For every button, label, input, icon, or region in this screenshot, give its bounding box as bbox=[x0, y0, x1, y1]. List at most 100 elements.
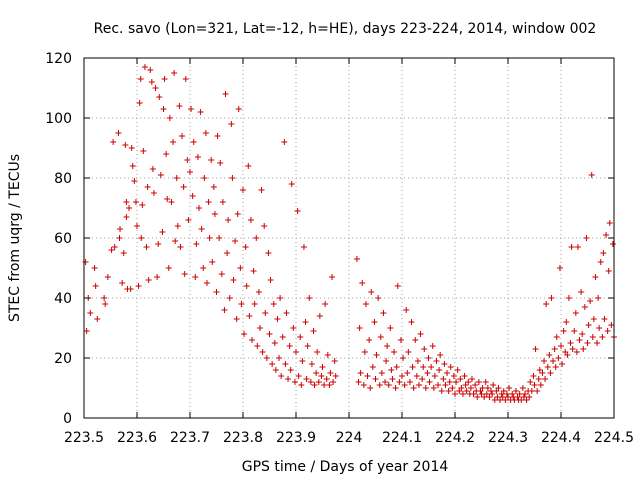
data-point bbox=[403, 307, 410, 313]
data-point bbox=[512, 388, 519, 394]
data-point bbox=[408, 319, 415, 325]
data-point bbox=[242, 244, 249, 250]
data-point bbox=[140, 148, 147, 154]
data-point bbox=[503, 391, 510, 397]
data-point bbox=[430, 385, 437, 391]
data-point bbox=[190, 139, 197, 145]
data-point bbox=[228, 121, 235, 127]
data-point bbox=[234, 211, 241, 217]
data-point bbox=[123, 214, 130, 220]
data-point bbox=[258, 187, 265, 193]
data-point bbox=[300, 244, 307, 250]
data-point bbox=[579, 331, 586, 337]
data-point bbox=[277, 295, 284, 301]
y-tick-label: 20 bbox=[54, 351, 72, 367]
data-point bbox=[237, 265, 244, 271]
data-point bbox=[537, 382, 544, 388]
data-point bbox=[509, 391, 516, 397]
data-point bbox=[256, 325, 263, 331]
data-point bbox=[606, 220, 613, 226]
data-point bbox=[447, 364, 454, 370]
data-point bbox=[475, 379, 482, 385]
data-point bbox=[546, 352, 553, 358]
data-point bbox=[567, 340, 574, 346]
data-point bbox=[189, 193, 196, 199]
data-point bbox=[272, 367, 279, 373]
data-point bbox=[555, 355, 562, 361]
data-point bbox=[452, 391, 458, 397]
data-point bbox=[327, 370, 334, 376]
data-point bbox=[108, 247, 115, 253]
data-point bbox=[241, 331, 248, 337]
data-point bbox=[375, 295, 382, 301]
data-point bbox=[478, 391, 485, 397]
data-point bbox=[219, 199, 226, 205]
data-point bbox=[205, 199, 212, 205]
data-point bbox=[229, 175, 236, 181]
data-point bbox=[446, 379, 453, 385]
data-point bbox=[141, 64, 148, 70]
data-point bbox=[497, 397, 504, 403]
data-point bbox=[414, 358, 421, 364]
data-point bbox=[444, 370, 451, 376]
y-axis-label: STEC from uqrg / TECUs bbox=[7, 154, 23, 322]
x-tick-label: 223.6 bbox=[117, 430, 157, 446]
x-tick-label: 224.1 bbox=[382, 430, 422, 446]
axis-ticks: 223.5 223.6 223.7 223.8 223.9 224 224.1 224.2 22… bbox=[45, 51, 634, 446]
data-point bbox=[111, 244, 118, 250]
data-point bbox=[319, 364, 326, 370]
data-point bbox=[216, 235, 223, 241]
data-point bbox=[122, 142, 129, 148]
data-point bbox=[270, 301, 277, 307]
data-point bbox=[424, 370, 431, 376]
x-tick-label: 224.2 bbox=[435, 430, 475, 446]
data-point bbox=[185, 217, 192, 223]
data-point bbox=[587, 298, 594, 304]
data-point bbox=[530, 373, 537, 379]
x-tick-label: 223.5 bbox=[64, 430, 104, 446]
data-point bbox=[468, 376, 475, 382]
data-point bbox=[148, 79, 155, 85]
data-point bbox=[495, 385, 502, 391]
data-point bbox=[394, 283, 401, 289]
data-point bbox=[578, 289, 585, 295]
data-point bbox=[589, 334, 596, 340]
data-point bbox=[472, 382, 479, 388]
data-point bbox=[316, 313, 323, 319]
data-point bbox=[367, 385, 374, 391]
data-point bbox=[385, 382, 392, 388]
data-point bbox=[383, 358, 390, 364]
data-point bbox=[120, 250, 127, 256]
data-point bbox=[318, 373, 325, 379]
data-point bbox=[287, 367, 294, 373]
data-point bbox=[528, 388, 535, 394]
data-point bbox=[233, 316, 240, 322]
data-point bbox=[266, 331, 273, 337]
data-point bbox=[568, 244, 575, 250]
chart-title: Rec. savo (Lon=321, Lat=-12, h=HE), days… bbox=[94, 21, 597, 37]
data-point bbox=[569, 346, 576, 352]
data-point bbox=[304, 343, 311, 349]
data-point bbox=[243, 283, 250, 289]
y-tick-label: 0 bbox=[63, 411, 72, 427]
data-point bbox=[145, 277, 152, 283]
data-point bbox=[376, 382, 383, 388]
data-point bbox=[267, 277, 274, 283]
data-point bbox=[548, 295, 555, 301]
data-point bbox=[393, 364, 400, 370]
data-point bbox=[180, 184, 187, 190]
data-point bbox=[330, 379, 337, 385]
data-point bbox=[332, 373, 339, 379]
data-point bbox=[458, 385, 465, 391]
data-point bbox=[465, 379, 472, 385]
data-point bbox=[326, 382, 333, 388]
data-point bbox=[235, 106, 242, 112]
data-point bbox=[251, 301, 258, 307]
data-point bbox=[459, 391, 466, 397]
data-point bbox=[417, 331, 424, 337]
data-point bbox=[353, 256, 360, 262]
data-point bbox=[399, 373, 405, 379]
data-point bbox=[541, 358, 548, 364]
data-point bbox=[116, 235, 123, 241]
